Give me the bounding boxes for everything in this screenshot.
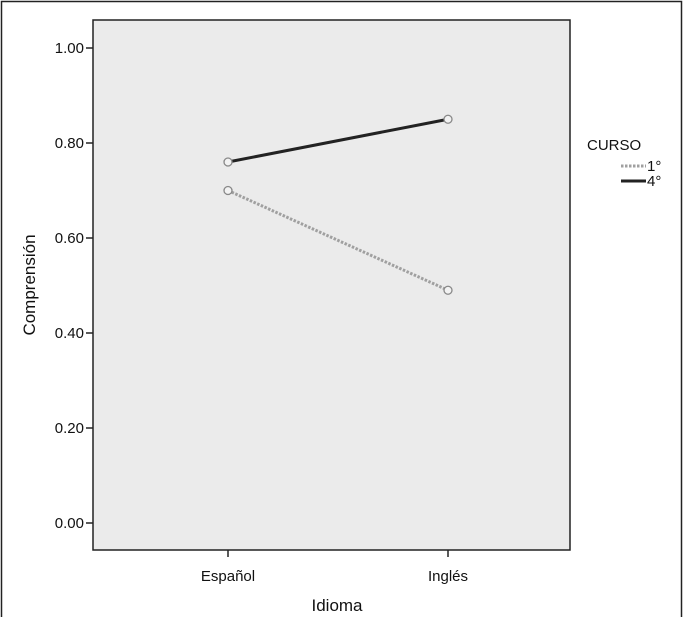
plot-area — [92, 19, 571, 551]
y-tick-label: 0.20 — [55, 420, 84, 437]
y-tick-label: 0.40 — [55, 325, 84, 342]
series-line-curso-4 — [227, 117, 449, 164]
y-tick-label: 1.00 — [55, 40, 84, 57]
y-tick-label: 0.60 — [55, 230, 84, 247]
series-layer — [223, 114, 453, 295]
x-axis: Español Inglés — [201, 550, 468, 585]
y-axis-label: Comprensión — [20, 234, 39, 335]
y-axis: 0.00 0.20 0.40 0.60 0.80 1.00 — [55, 40, 93, 532]
legend-label: 1° — [647, 158, 661, 175]
data-point — [223, 157, 233, 167]
data-point — [443, 285, 453, 295]
series-line-curso-1 — [227, 189, 449, 292]
legend: CURSO 1°4° — [587, 137, 661, 190]
data-point — [223, 185, 233, 196]
x-tick-label: Inglés — [428, 568, 468, 585]
legend-title: CURSO — [587, 137, 641, 154]
data-point — [443, 114, 453, 124]
x-axis-label: Idioma — [311, 596, 363, 615]
x-tick-label: Español — [201, 568, 255, 585]
y-tick-label: 0.80 — [55, 135, 84, 152]
y-tick-label: 0.00 — [55, 515, 84, 532]
legend-label: 4° — [647, 173, 661, 190]
